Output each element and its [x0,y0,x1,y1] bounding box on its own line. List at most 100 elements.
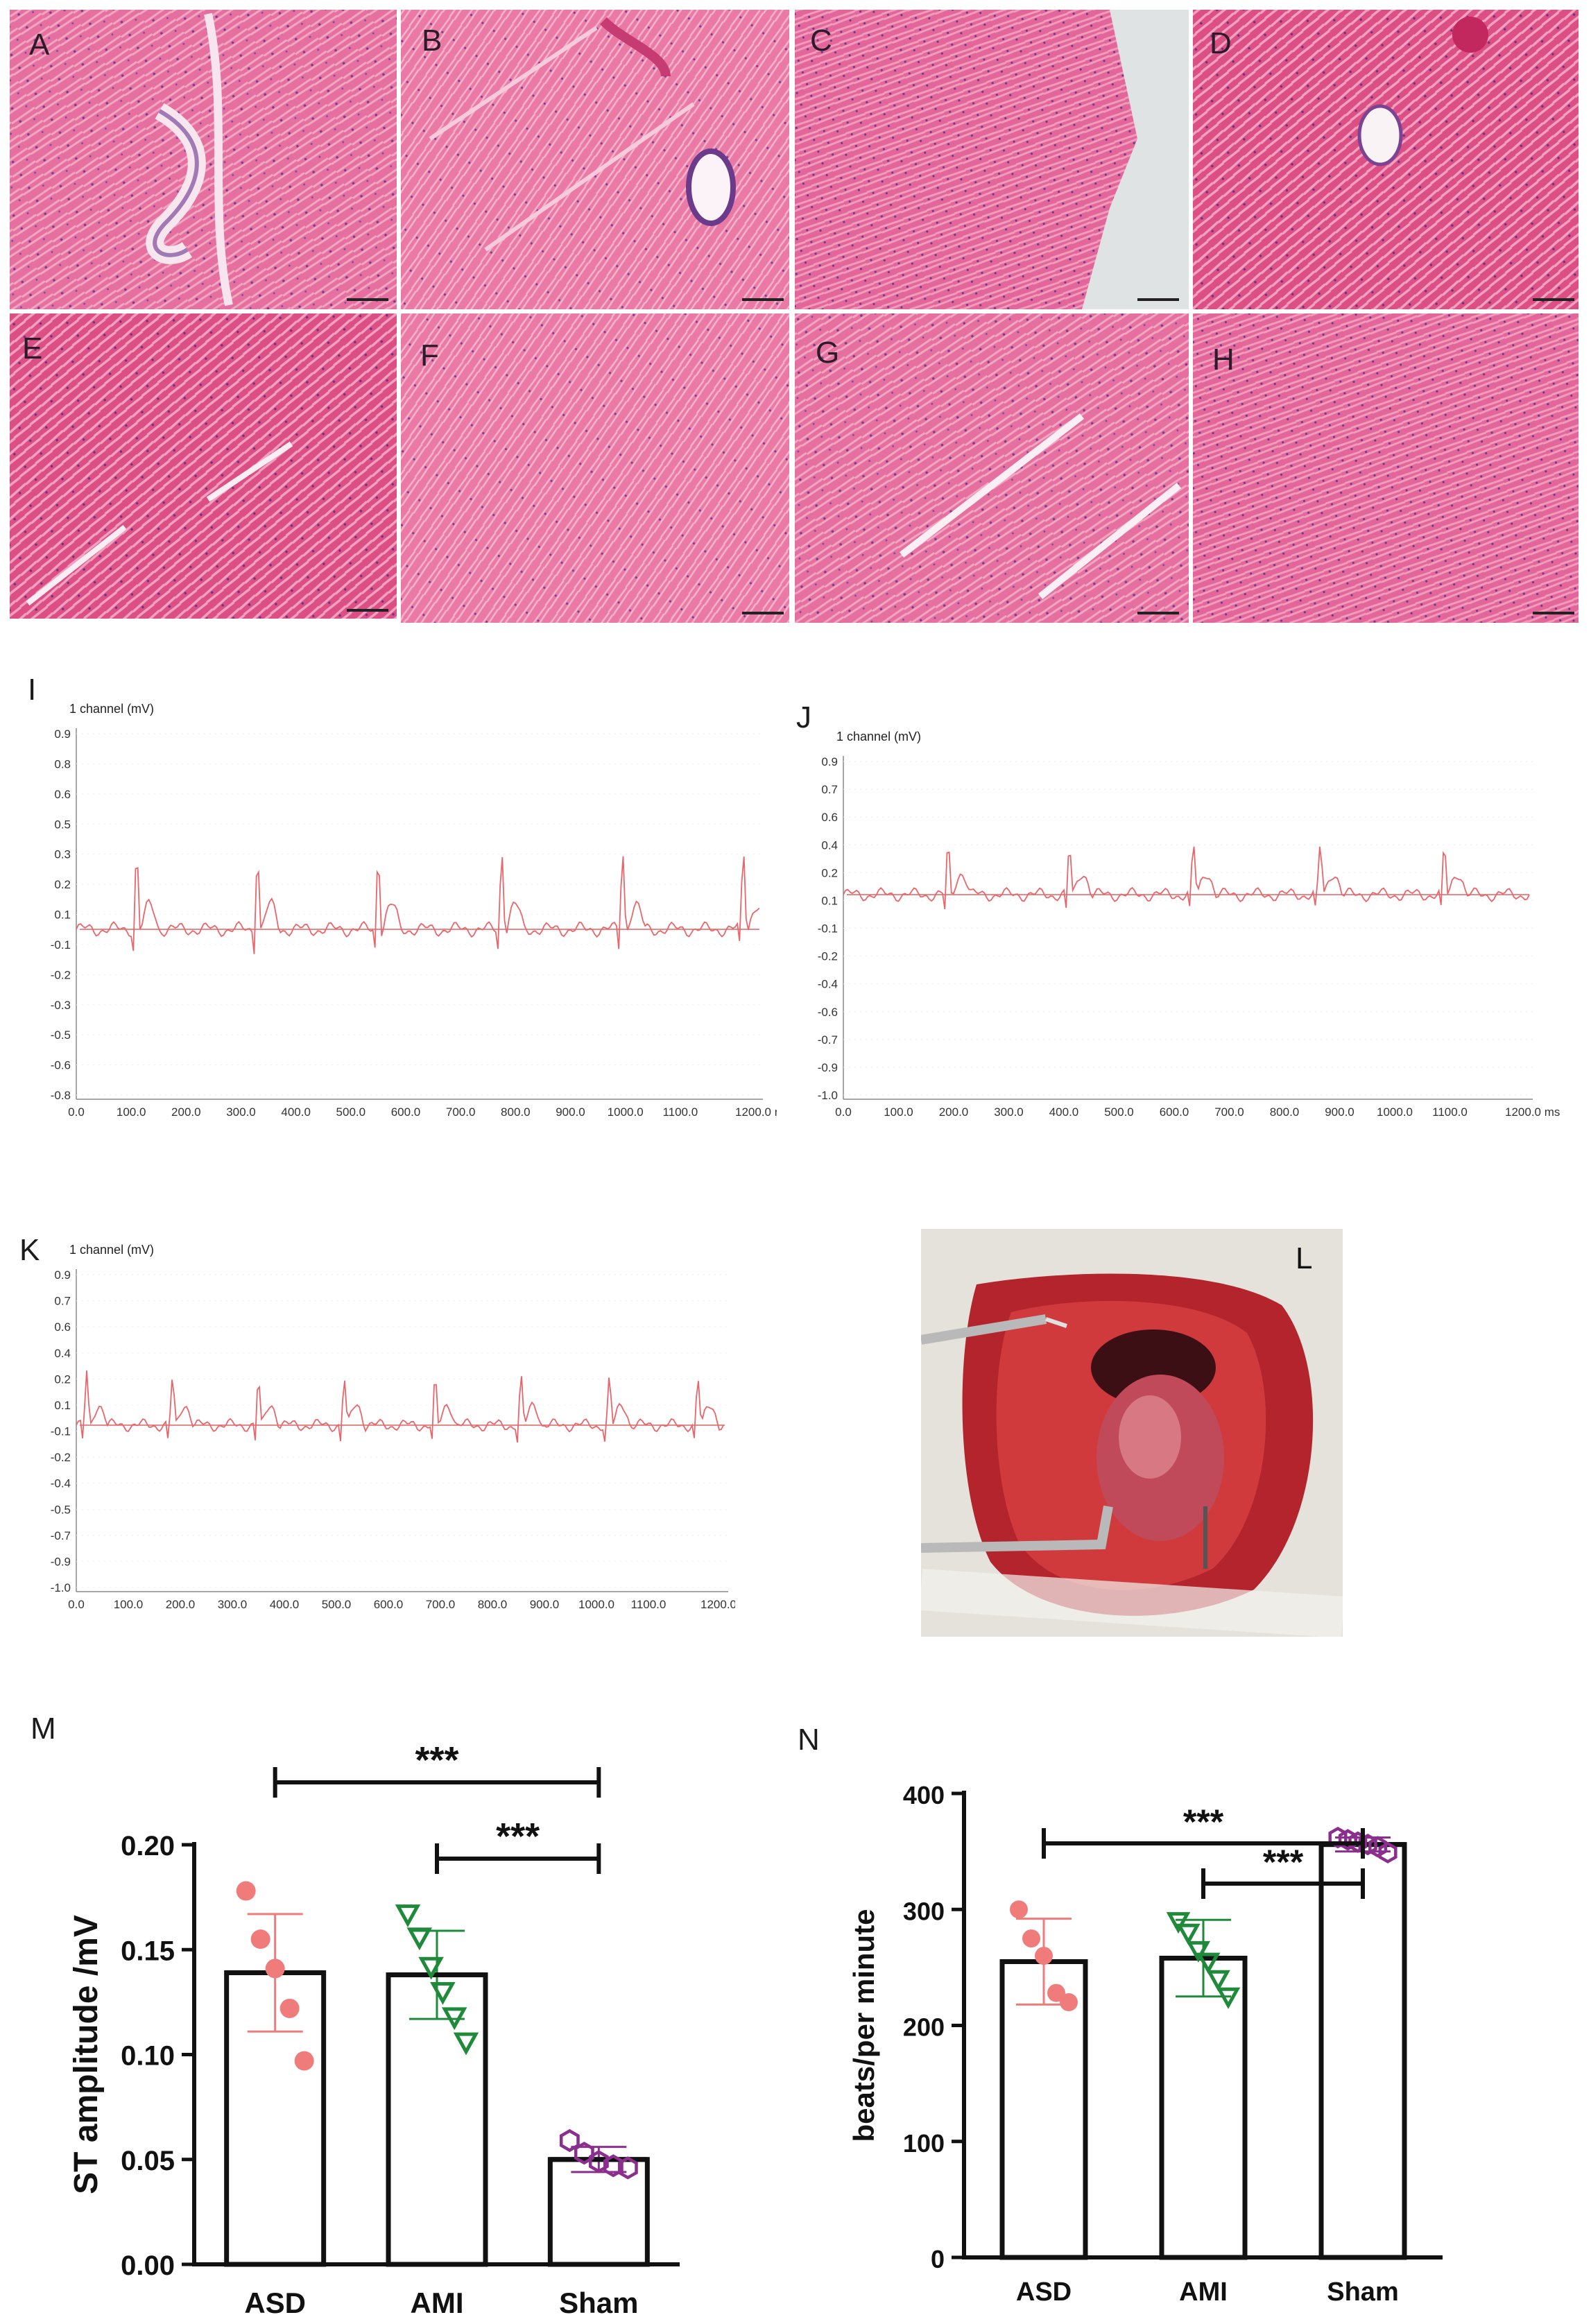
ecg-x-tick-label: 900.0 [556,1105,585,1119]
ecg-y-tick-label: 0.2 [54,1372,71,1386]
bar [386,1972,488,2267]
panel-label-C: C [810,24,832,58]
ecg-waveform [76,1370,724,1443]
ecg-x-tick-label: 600.0 [391,1105,421,1119]
y-tick-label: 0.20 [121,1831,175,1861]
histology-grid [10,10,1579,623]
ecg-y-tick-label: -0.4 [818,978,838,991]
y-axis-label: beats/per minute [848,1909,880,2142]
ecg-y-tick-label: -0.1 [51,1425,71,1438]
panel-label-A: A [29,28,50,62]
ecg-y-tick-label: -0.7 [51,1529,71,1542]
ecg-y-tick-label: 0.2 [821,866,838,879]
ecg-x-tick-label: 200.0 [171,1105,201,1119]
ecg-waveform [76,856,760,954]
data-point [453,2032,479,2056]
ecg-y-tick-label: -0.8 [51,1089,71,1102]
significance-stars: *** [1263,1843,1304,1882]
ecg-x-tick-label: 400.0 [270,1598,300,1611]
y-tick-label: 300 [903,1897,945,1925]
data-point [280,1998,300,2018]
data-point [1196,1952,1221,1974]
ecg-y-tick-label: -0.6 [51,1059,71,1072]
y-axis-label: ST amplitude /mV [68,1915,105,2194]
chart-heart-rate: 0 100 200 300 400 beats/per minute ASD AMI Sham *… [848,1781,1443,2307]
panel-label-L: L [1296,1241,1313,1275]
panel-label-I: I [28,673,37,707]
ecg-x-tick-label: 0.0 [835,1105,852,1119]
data-point [1186,1940,1211,1963]
ecg-trace-I: 1 channel (mV) 0.9 0.8 0.6 0.5 0.3 0.2 0.1 -0.1 -… [51,702,777,1119]
vessel-shape-D [1357,104,1403,166]
ecg-x-tick-label: 100.0 [884,1105,913,1119]
y-tick-label: 0.10 [121,2041,175,2072]
category-label: AMI [411,2287,464,2319]
ecg-x-tick-label: 400.0 [281,1105,311,1119]
data-point [588,2150,609,2174]
ecg-x-tick-label: 1100.0 [1432,1105,1468,1119]
ecg-x-tick-label: 900.0 [530,1598,560,1611]
ecg-y-tick-label: 0.6 [54,788,71,801]
ecg-unit-label: 1 channel (mV) [69,702,154,716]
category-label: AMI [1179,2278,1228,2307]
ecg-x-tick-label: 1100.0 [631,1598,666,1611]
ecg-x-tick-label: 800.0 [478,1598,508,1611]
ecg-x-tick-label: 1000.0 [1377,1105,1413,1119]
data-point [574,2142,594,2165]
ecg-y-tick-label: 0.8 [54,757,71,771]
ecg-trace-K: 1 channel (mV) 0.9 0.7 0.6 0.4 0.2 0.1 -0.1 -0.2… [51,1243,735,1611]
ecg-trace-J: 1 channel (mV) 0.9 0.7 0.6 0.4 0.2 0.1 -0.1 -0.2… [818,730,1560,1119]
ecg-x-tick-label: 0.0 [68,1598,85,1611]
ecg-y-tick-label: -0.2 [51,1451,71,1464]
ecg-y-tick-label: 0.7 [821,783,838,796]
panel-label-B: B [422,24,442,58]
ecg-y-tick-label: -0.6 [818,1006,838,1019]
panel-label-G: G [816,336,840,370]
panel-label-N: N [798,1723,820,1757]
data-point [559,2128,580,2153]
ecg-x-tick-label: 700.0 [446,1105,476,1119]
y-tick-label: 100 [903,2129,945,2158]
ecg-x-tick-label: 200.0 [166,1598,196,1611]
ecg-y-tick-label: 0.6 [54,1320,71,1334]
ecg-y-tick-label: 0.2 [54,878,71,891]
ecg-y-tick-label: 0.4 [821,838,838,852]
significance-stars: *** [496,1816,540,1857]
data-point [418,1956,444,1980]
panel-label-E: E [22,332,43,365]
ecg-unit-label: 1 channel (mV) [69,1243,154,1257]
ecg-x-tick-label: 100.0 [117,1105,146,1119]
ecg-x-tick-label: 1100.0 [662,1105,698,1119]
panel-label-M: M [31,1712,56,1746]
data-point [617,2156,638,2180]
category-label: ASD [1016,2278,1072,2307]
data-point [406,1927,433,1951]
y-tick-label: 0 [931,2245,945,2273]
significance-stars: *** [415,1739,458,1781]
data-point [1022,1929,1040,1948]
data-point [1035,1947,1053,1965]
bar [1159,1955,1248,2260]
ecg-x-tick-label: 900.0 [1325,1105,1354,1119]
y-tick-label: 0.05 [121,2146,175,2176]
ecg-x-tick-label: 400.0 [1049,1105,1079,1119]
ecg-x-tick-label: 800.0 [1270,1105,1300,1119]
data-point [1176,1923,1201,1945]
ecg-y-tick-label: -0.4 [51,1477,71,1490]
data-point [1047,1983,1065,2002]
ecg-y-tick-label: 0.5 [54,818,71,831]
category-label: Sham [559,2287,638,2319]
ecg-x-tick-label: 100.0 [114,1598,144,1611]
background-region-C [1082,10,1189,309]
ecg-y-tick-label: -1.0 [51,1581,71,1594]
ecg-y-tick-label: -0.7 [818,1033,838,1047]
ecg-y-tick-label: -0.2 [818,950,838,963]
data-point [1060,1993,1078,2012]
ecg-x-tick-label: 1200.0 ms [1505,1105,1560,1119]
data-point [430,1982,456,2005]
ecg-y-tick-label: -0.1 [51,938,71,952]
ecg-unit-label: 1 channel (mV) [836,730,921,743]
ecg-x-tick-label: 500.0 [1104,1105,1134,1119]
ecg-x-tick-label: 600.0 [1160,1105,1189,1119]
ecg-x-tick-label: 300.0 [994,1105,1024,1119]
